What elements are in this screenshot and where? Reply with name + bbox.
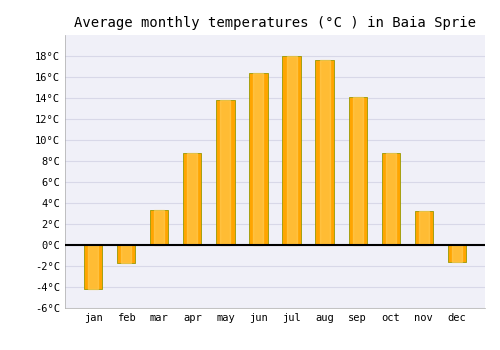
Bar xyxy=(184,153,202,245)
Bar xyxy=(188,153,198,245)
Bar xyxy=(320,60,330,245)
Bar xyxy=(220,100,230,245)
Bar xyxy=(117,245,136,263)
Bar xyxy=(286,56,296,245)
Bar xyxy=(414,211,433,245)
Bar xyxy=(84,245,102,289)
Title: Average monthly temperatures (°C ) in Baia Sprie: Average monthly temperatures (°C ) in Ba… xyxy=(74,16,476,30)
Bar xyxy=(121,245,131,263)
Bar xyxy=(88,245,98,289)
Bar xyxy=(150,210,169,245)
Bar xyxy=(386,153,396,245)
Bar xyxy=(382,153,400,245)
Bar xyxy=(254,73,264,245)
Bar xyxy=(448,245,466,262)
Bar xyxy=(348,97,366,245)
Bar xyxy=(352,97,362,245)
Bar xyxy=(419,211,429,245)
Bar xyxy=(250,73,268,245)
Bar xyxy=(452,245,462,262)
Bar xyxy=(282,56,300,245)
Bar xyxy=(154,210,164,245)
Bar xyxy=(316,60,334,245)
Bar xyxy=(216,100,234,245)
